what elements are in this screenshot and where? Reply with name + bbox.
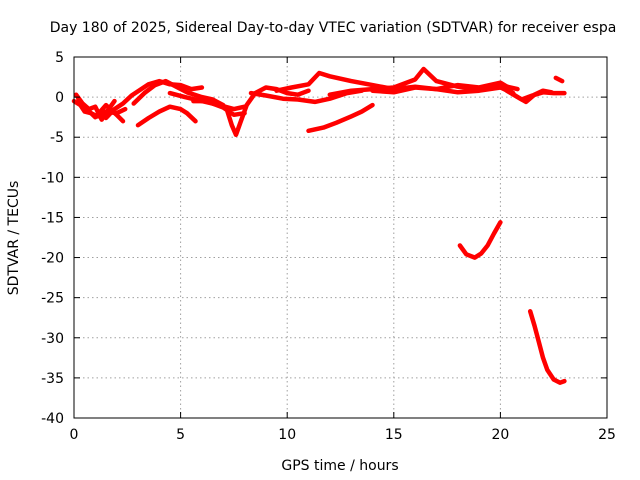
chart-title: Day 180 of 2025, Sidereal Day-to-day VTE… xyxy=(50,20,617,36)
series-arc-14 xyxy=(370,85,516,96)
series-arc-17 xyxy=(504,88,554,105)
y-tick-label: 5 xyxy=(55,50,64,66)
y-tick-label: -10 xyxy=(41,170,64,186)
x-tick-label: 5 xyxy=(176,427,185,443)
y-tick-label: -15 xyxy=(41,210,64,226)
series-arc-3 xyxy=(76,96,126,124)
series-arc-6 xyxy=(135,104,198,128)
x-tick-label: 15 xyxy=(385,427,403,443)
x-tick-label: 25 xyxy=(598,427,616,443)
plot-frame xyxy=(73,56,608,419)
series-arc-5 xyxy=(131,78,226,108)
y-tick-labels: 5 0 -5 -10 -15 -20 -25 -30 -35 -40 xyxy=(41,50,64,427)
axis-ticks xyxy=(73,56,608,419)
y-axis-label: SDTVAR / TECUs xyxy=(6,181,22,296)
series-arc-12 xyxy=(306,102,375,134)
series-arc-18 xyxy=(553,75,565,84)
x-tick-label: 20 xyxy=(491,427,509,443)
data-series xyxy=(71,66,567,385)
x-tick-label: 10 xyxy=(278,427,296,443)
y-tick-label: -25 xyxy=(41,291,64,307)
x-tick-labels: 0 5 10 15 20 25 xyxy=(70,427,616,443)
x-tick-label: 0 xyxy=(70,427,79,443)
grid-lines xyxy=(74,57,607,418)
y-tick-label: -30 xyxy=(41,331,64,347)
series-arc-8 xyxy=(191,98,247,118)
y-tick-label: -35 xyxy=(41,371,64,387)
series-arc-19 xyxy=(527,309,567,385)
series-arc-4 xyxy=(103,78,205,121)
series-arc-15 xyxy=(457,220,503,260)
y-tick-label: 0 xyxy=(55,90,64,106)
y-tick-label: -40 xyxy=(41,411,64,427)
x-axis-label: GPS time / hours xyxy=(281,458,398,474)
y-tick-label: -5 xyxy=(50,130,64,146)
y-tick-label: -20 xyxy=(41,251,64,267)
